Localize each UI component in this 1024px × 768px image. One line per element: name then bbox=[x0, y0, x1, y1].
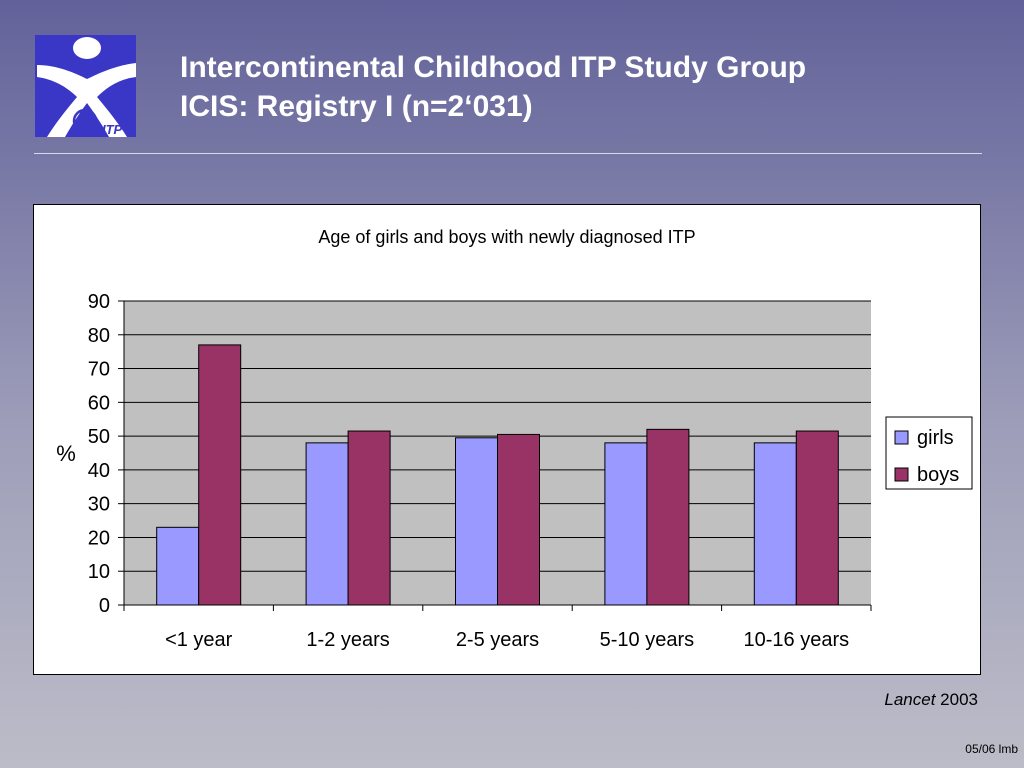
chart-title: Age of girls and boys with newly diagnos… bbox=[318, 227, 695, 247]
y-tick-label: 40 bbox=[88, 460, 110, 482]
citation-journal: Lancet bbox=[884, 690, 936, 709]
y-axis-label: % bbox=[56, 441, 76, 466]
slide-title: Intercontinental Childhood ITP Study Gro… bbox=[180, 48, 806, 126]
bar-boys bbox=[646, 428, 690, 606]
logo-text: ITP bbox=[102, 122, 123, 137]
bar-boys bbox=[795, 430, 839, 606]
title-line-1: Intercontinental Childhood ITP Study Gro… bbox=[180, 51, 807, 84]
y-tick-label: 90 bbox=[88, 291, 110, 313]
y-tick-label: 30 bbox=[88, 494, 110, 516]
y-tick-label: 0 bbox=[99, 595, 110, 617]
x-tick-label: 5-10 years bbox=[600, 629, 695, 651]
y-tick-label: 20 bbox=[88, 527, 110, 549]
bar-girls bbox=[455, 437, 498, 606]
x-tick-label: <1 year bbox=[165, 629, 233, 651]
icis-logo: ITP bbox=[35, 35, 136, 137]
header-divider bbox=[34, 153, 982, 154]
bar-boys bbox=[497, 433, 540, 606]
legend-label-girls: girls bbox=[917, 427, 954, 449]
legend-swatch-girls bbox=[894, 430, 909, 445]
legend-swatch-boys bbox=[894, 467, 909, 482]
y-tick-label: 60 bbox=[88, 392, 110, 414]
citation: Lancet 2003 bbox=[884, 690, 978, 710]
y-tick-label: 50 bbox=[88, 426, 110, 448]
bar-chart: Age of girls and boys with newly diagnos… bbox=[56, 227, 973, 651]
bar-boys bbox=[347, 430, 391, 606]
x-tick-label: 2-5 years bbox=[456, 629, 539, 651]
bar-girls bbox=[305, 442, 349, 606]
citation-year: 2003 bbox=[940, 690, 978, 709]
footer-code: 05/06 lmb bbox=[965, 742, 1018, 756]
bar-boys bbox=[198, 344, 242, 606]
legend-label-boys: boys bbox=[917, 464, 959, 486]
y-tick-label: 70 bbox=[88, 359, 110, 381]
title-line-2: ICIS: Registry I (n=2‘031) bbox=[180, 90, 533, 123]
bar-girls bbox=[156, 526, 200, 606]
bar-girls bbox=[604, 442, 648, 606]
y-tick-label: 80 bbox=[88, 325, 110, 347]
y-tick-label: 10 bbox=[88, 561, 110, 583]
bar-girls bbox=[753, 442, 797, 606]
chart-container: Age of girls and boys with newly diagnos… bbox=[33, 204, 981, 675]
x-tick-label: 10-16 years bbox=[743, 629, 849, 651]
x-tick-label: 1-2 years bbox=[306, 629, 389, 651]
